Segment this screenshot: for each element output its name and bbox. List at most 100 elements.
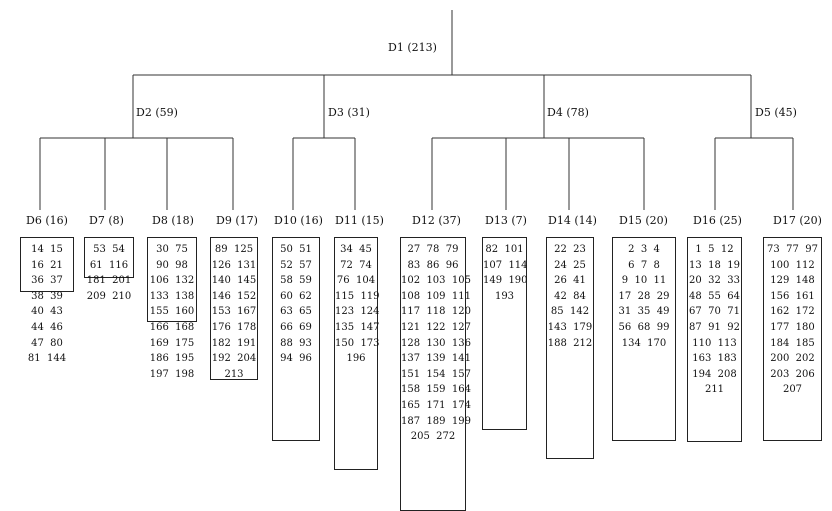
- member-row: 151 154 157: [401, 368, 471, 380]
- member-row: 26 41: [554, 275, 586, 287]
- member-row: 211: [704, 384, 725, 396]
- member-row: 20 32 33: [689, 275, 740, 287]
- member-row: 156 161: [770, 290, 815, 302]
- member-row: 135 147: [335, 322, 380, 333]
- cluster-box-d8: 30 75 90 98 106 132 133 138 155 160 166 168 16…: [147, 237, 197, 380]
- member-row: 134 170: [621, 337, 667, 349]
- node-label-d15: D15 (20): [619, 214, 668, 227]
- member-row: 209 210: [86, 290, 132, 302]
- member-row: 129 148: [770, 275, 815, 287]
- member-row: 36 37: [31, 275, 63, 287]
- member-row: 9 10 11: [621, 275, 667, 287]
- member-row: 24 25: [554, 259, 586, 271]
- member-row: 58 59: [280, 275, 312, 287]
- node-label-d10: D10 (16): [274, 214, 323, 227]
- member-row: 149 190: [483, 275, 528, 287]
- member-row: 187 189 199: [401, 415, 471, 427]
- member-row: 85 142: [550, 306, 590, 318]
- member-row: 1 5 12: [695, 244, 734, 255]
- dendrogram-lines: [39, 10, 794, 210]
- member-row: 162 172: [770, 306, 815, 318]
- member-row: 176 178: [211, 322, 257, 333]
- node-label-d16: D16 (25): [693, 214, 742, 227]
- member-row: 155 160: [149, 306, 195, 318]
- member-row: 121 122 127: [401, 322, 471, 333]
- member-row: 197 198: [149, 368, 195, 380]
- member-row: 89 125: [214, 244, 254, 255]
- member-row: 163 183: [692, 353, 737, 365]
- cluster-box-d14: 22 23 24 25 26 41 42 84 85 142 143 179 188 212: [546, 237, 594, 459]
- member-row: 184 185: [770, 337, 815, 349]
- node-label-d4: D4 (78): [547, 106, 589, 119]
- member-row: 47 80: [31, 337, 63, 349]
- member-row: 186 195: [149, 353, 195, 365]
- member-row: 193: [494, 290, 515, 302]
- node-label-d11: D11 (15): [335, 214, 384, 227]
- member-row: 203 206: [770, 368, 815, 380]
- member-row: 108 109 111: [401, 290, 471, 302]
- cluster-box-d12: 27 78 79 83 86 96 102 103 105 108 109 111 11…: [400, 237, 471, 511]
- member-row: 194 208: [692, 368, 737, 380]
- member-row: 52 57: [280, 259, 312, 271]
- member-row: 48 55 64: [689, 290, 740, 302]
- member-row: 153 167: [211, 306, 257, 318]
- member-row: 87 91 92: [689, 322, 740, 333]
- member-row: 30 75: [156, 244, 188, 255]
- cluster-box-d11: 34 45 72 74 76 104 115 119 123 124 135 147 150…: [334, 237, 380, 470]
- member-row: 14 15: [31, 244, 63, 255]
- node-label-d17: D17 (20): [773, 214, 822, 227]
- node-label-d3: D3 (31): [328, 106, 370, 119]
- member-row: 60 62: [280, 290, 312, 302]
- member-row: 88 93: [280, 337, 312, 349]
- member-row: 177 180: [770, 322, 815, 333]
- member-row: 165 171 174: [401, 400, 471, 411]
- node-label-d12: D12 (37): [412, 214, 461, 227]
- member-row: 102 103 105: [401, 275, 471, 287]
- cluster-box-d10: 50 51 52 57 58 59 60 62 63 65 66 69 88 93 94 96: [272, 237, 320, 441]
- member-row: 66 69: [280, 322, 312, 333]
- member-row: 137 139 141: [401, 353, 471, 365]
- member-row: 188 212: [547, 337, 593, 349]
- node-label-d5: D5 (45): [755, 106, 797, 119]
- member-row: 94 96: [280, 353, 312, 365]
- member-row: 181 201: [86, 275, 132, 287]
- member-row: 17 28 29: [618, 290, 670, 302]
- member-row: 13 18 19: [689, 259, 740, 271]
- member-row: 133 138: [149, 290, 195, 302]
- member-row: 150 173: [335, 337, 380, 349]
- cluster-box-d9: 89 125 126 131 140 145 146 152 153 167 176 17…: [210, 237, 258, 380]
- member-row: 126 131: [211, 259, 257, 271]
- member-row: 100 112: [770, 259, 815, 271]
- member-row: 38 39: [31, 290, 63, 302]
- member-row: 90 98: [156, 259, 188, 271]
- member-row: 107 114: [483, 259, 528, 271]
- member-row: 117 118 120: [401, 306, 471, 318]
- member-row: 143 179: [547, 322, 593, 333]
- cluster-box-d7: 53 54 61 116 181 201 209 210: [84, 237, 134, 302]
- member-row: 123 124: [335, 306, 380, 318]
- member-row: 146 152: [211, 290, 257, 302]
- member-row: 192 204: [211, 353, 257, 365]
- member-row: 44 46: [31, 322, 63, 333]
- member-row: 53 54: [93, 244, 125, 255]
- member-row: 61 116: [89, 259, 129, 271]
- cluster-box-d15: 2 3 4 6 7 8 9 10 11 17 28 29 31 35 49 56 68 9…: [612, 237, 676, 441]
- member-row: 140 145: [211, 275, 257, 287]
- member-row: 76 104: [336, 275, 376, 287]
- cluster-box-d16: 1 5 12 13 18 19 20 32 33 48 55 64 67 70 71 87…: [687, 237, 742, 442]
- member-row: 22 23: [554, 244, 586, 255]
- cluster-box-d13: 82 101 107 114 149 190 193: [482, 237, 528, 430]
- member-row: 82 101: [485, 244, 524, 255]
- member-row: 106 132: [149, 275, 195, 287]
- member-row: 73 77 97: [767, 244, 818, 255]
- member-row: 182 191: [211, 337, 257, 349]
- member-row: 196: [346, 353, 366, 365]
- member-row: 2 3 4: [628, 244, 660, 255]
- member-row: 67 70 71: [689, 306, 740, 318]
- member-row: 56 68 99: [618, 322, 670, 333]
- node-label-d2: D2 (59): [136, 106, 178, 119]
- node-label-d9: D9 (17): [216, 214, 258, 227]
- node-label-d7: D7 (8): [89, 214, 124, 227]
- member-row: 83 86 96: [407, 259, 459, 271]
- member-row: 128 130 136: [401, 337, 471, 349]
